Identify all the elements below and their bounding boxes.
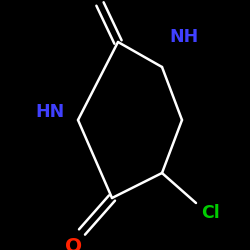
Text: HN: HN xyxy=(36,103,64,121)
Text: NH: NH xyxy=(170,28,198,46)
Text: O: O xyxy=(66,236,82,250)
Text: Cl: Cl xyxy=(200,204,220,222)
